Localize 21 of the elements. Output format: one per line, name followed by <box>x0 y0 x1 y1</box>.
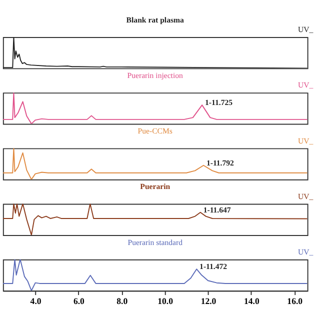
chart-title: Blank rat plasma <box>126 15 184 24</box>
annotation: 1-11.647 <box>203 205 231 214</box>
chart-title: Pue-CCMs <box>138 126 172 136</box>
text: UV_ <box>298 248 314 257</box>
chart-title: Puerarin <box>140 182 171 192</box>
annotation: 1-11.725 <box>205 98 233 108</box>
x-tick-label: 6.0 <box>73 296 86 306</box>
x-tick-label: 12.0 <box>200 296 217 306</box>
text: UV_ <box>298 192 314 201</box>
x-tick-label: 8.0 <box>116 296 128 306</box>
text: UV_ <box>298 25 314 34</box>
x-tick-label: 4.0 <box>30 296 42 306</box>
text: UV_ <box>298 80 314 90</box>
chart-title: Puerarin standard <box>128 238 183 247</box>
annotation: 1-11.792 <box>206 158 234 168</box>
chart-title: Puerarin injection <box>127 70 184 80</box>
x-tick-label: 16.0 <box>287 296 304 306</box>
annotation: 1-11.472 <box>200 262 228 272</box>
text: UV_ <box>298 136 314 146</box>
x-tick-label: 14.0 <box>244 296 260 306</box>
x-tick-label: 10.0 <box>158 296 174 306</box>
